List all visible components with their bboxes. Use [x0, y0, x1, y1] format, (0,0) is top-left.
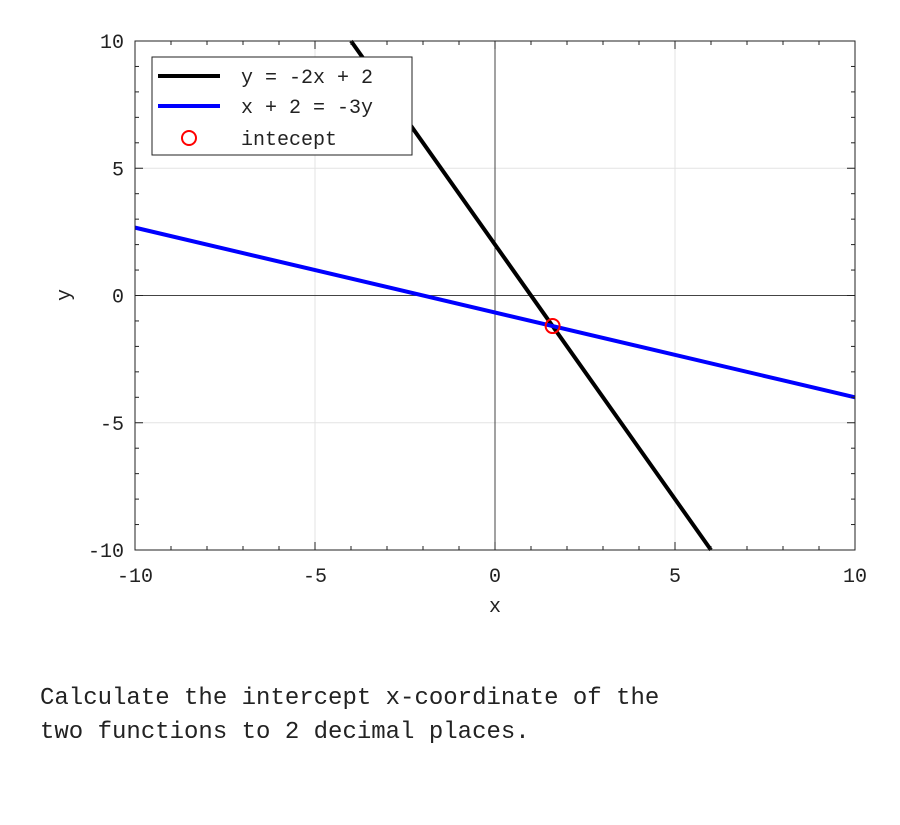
legend-label-2: intecept	[241, 129, 337, 152]
legend: y = -2x + 2 x + 2 = -3y intecept	[151, 56, 413, 156]
chart: -10 -5 0 5 10 -10 -5 0 5 10 x y y = -2x + 2 x + 2…	[54, 32, 867, 619]
x-tick-label: -5	[303, 566, 327, 589]
legend-marker-circle	[181, 130, 197, 146]
zero-axes	[135, 41, 855, 550]
y-axis-label: y	[54, 289, 77, 301]
y-tick-label: 10	[100, 32, 124, 55]
question-text: Calculate the intercept x-coordinate of …	[40, 685, 660, 746]
y-tick-label: -5	[100, 414, 124, 437]
ticks	[134, 40, 856, 551]
y-tick-label: 0	[112, 287, 124, 310]
y-tick-label: -10	[88, 541, 124, 564]
x-tick-label: -10	[117, 566, 153, 589]
series-line-1	[134, 225, 856, 400]
legend-label-1: x + 2 = -3y	[241, 97, 373, 120]
tick-labels: -10 -5 0 5 10 -10 -5 0 5 10	[88, 32, 867, 589]
x-axis-label: x	[489, 596, 501, 619]
y-tick-label: 5	[112, 159, 124, 182]
x-tick-label: 5	[669, 566, 681, 589]
x-tick-label: 0	[489, 566, 501, 589]
x-tick-label: 10	[843, 566, 867, 589]
legend-label-0: y = -2x + 2	[241, 67, 373, 90]
intercept-marker	[544, 318, 561, 335]
